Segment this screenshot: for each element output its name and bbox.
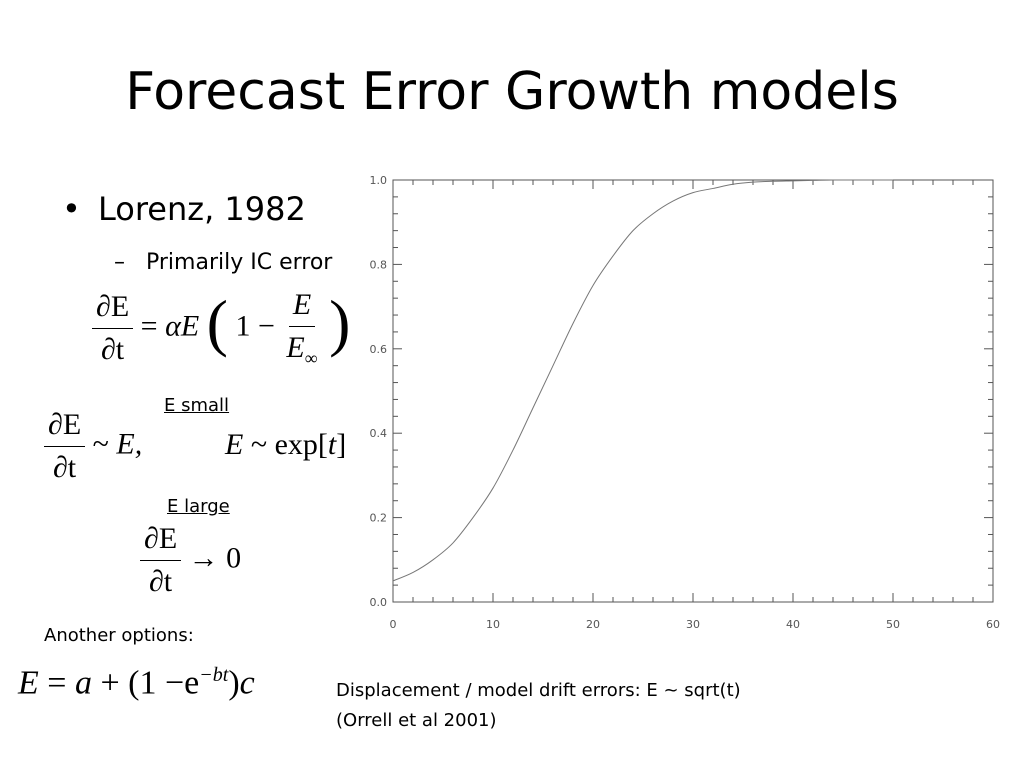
label-e-small: E small <box>164 395 230 416</box>
ratio-num: E <box>288 288 316 327</box>
frac-den: ∂t <box>100 333 125 366</box>
displacement-text: Displacement / model drift errors: E ~ s… <box>336 676 741 736</box>
x-tick-label: 60 <box>986 618 1000 631</box>
plot-frame <box>392 179 994 603</box>
x-tick-label: 40 <box>786 618 800 631</box>
paren-open-one-minus: (1 − <box>128 664 185 702</box>
tilde: ~ <box>250 428 268 461</box>
bracket-close: ] <box>336 428 347 461</box>
bullet-lorenz: • Lorenz, 1982 <box>62 190 306 228</box>
exp-open: exp[ <box>274 428 328 461</box>
x-tick-label: 30 <box>686 618 700 631</box>
arrow-symbol: → <box>188 541 219 575</box>
label-e-large: E large <box>167 496 230 517</box>
y-tick-label: 0.0 <box>370 596 388 609</box>
bullet-dot: • <box>62 190 81 228</box>
exp-equation: E ~ exp[t] <box>225 428 346 462</box>
equals: = <box>47 664 67 702</box>
x-tick-label: 50 <box>886 618 900 631</box>
var-c: c <box>239 664 255 702</box>
var-a: a <box>74 664 92 702</box>
derivative-fraction: ∂E ∂t <box>44 408 86 485</box>
sub-bullet-dash: – <box>114 250 125 275</box>
sub-bullet-ic-error: – Primarily IC error <box>114 250 332 275</box>
y-tick-label: 0.6 <box>370 343 388 356</box>
x-tick-label: 0 <box>390 618 397 631</box>
one-minus: 1 − <box>235 309 275 343</box>
large-e-equation: ∂E ∂t → 0 <box>140 522 241 599</box>
bullet-text: Lorenz, 1982 <box>98 190 306 228</box>
ratio-den: E <box>286 331 305 364</box>
other-option-equation: E = a + (1 −e−bt)c <box>18 664 255 702</box>
another-options-label: Another options: <box>44 625 194 646</box>
y-tick-label: 0.4 <box>370 427 388 440</box>
lorenz-equation: ∂E ∂t = αE ( 1 − E E∞ ) <box>92 286 351 369</box>
tilde: ~ <box>92 427 109 461</box>
paren-close: ) <box>228 664 240 702</box>
displacement-line-2: (Orrell et al 2001) <box>336 710 497 731</box>
series-line <box>392 179 893 582</box>
var-e: E <box>225 428 244 461</box>
derivative-fraction: ∂E ∂t <box>140 522 182 599</box>
displacement-line-1: Displacement / model drift errors: E ~ s… <box>336 680 741 701</box>
paren-open: ( <box>206 286 228 358</box>
y-tick-label: 0.8 <box>370 258 388 271</box>
euler-e: e <box>184 664 200 702</box>
var-t: t <box>327 428 337 461</box>
ratio-fraction: E E∞ <box>282 288 321 369</box>
y-tick-label: 0.2 <box>370 512 388 525</box>
var-e: E <box>180 309 200 343</box>
alpha-symbol: α <box>165 309 181 343</box>
zero: 0 <box>226 541 242 575</box>
paren-close: ) <box>329 286 351 358</box>
exponent: −bt <box>199 664 229 686</box>
sub-bullet-text: Primarily IC error <box>146 250 333 275</box>
equals: = <box>140 309 158 343</box>
var-e: E <box>18 664 39 702</box>
x-tick-label: 10 <box>486 618 500 631</box>
frac-den: ∂t <box>52 451 77 484</box>
derivative-fraction: ∂E ∂t <box>92 290 134 367</box>
small-e-equation: ∂E ∂t ~ E, <box>44 408 142 485</box>
frac-num: ∂E <box>140 522 182 561</box>
slide-title: Forecast Error Growth models <box>125 62 899 122</box>
x-tick-label: 20 <box>586 618 600 631</box>
frac-num: ∂E <box>44 408 86 447</box>
infinity-symbol: ∞ <box>304 348 318 368</box>
y-tick-label: 1.0 <box>370 174 388 187</box>
rhs-e: E, <box>116 427 143 461</box>
plus: + <box>100 664 120 702</box>
frac-den: ∂t <box>148 565 173 598</box>
frac-num: ∂E <box>92 290 134 329</box>
error-growth-chart: 0 10 20 30 40 50 60 0.0 0.2 0.4 0.6 0.8 1.0 <box>370 174 1001 631</box>
